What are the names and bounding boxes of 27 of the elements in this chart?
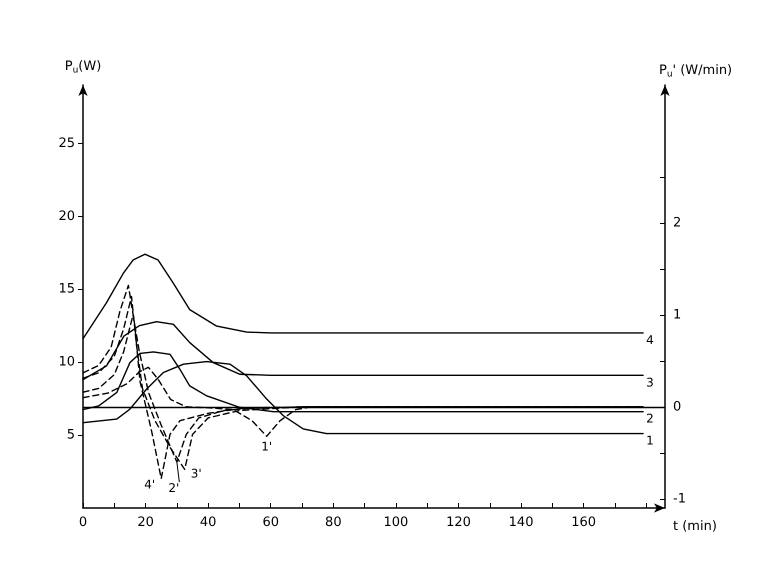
x-tick-label: 20 — [137, 515, 154, 530]
series-label: 4' — [144, 478, 156, 492]
y2-tick-label: 0 — [673, 399, 682, 414]
x-tick-label: 60 — [262, 515, 280, 530]
series-label: 3' — [190, 466, 202, 480]
series-label: 1 — [646, 434, 654, 448]
y-tick-label: 20 — [58, 208, 75, 224]
x-tick-label: 140 — [508, 515, 534, 530]
x-tick-label: 160 — [571, 515, 596, 530]
y2-tick-label: 2 — [673, 215, 682, 230]
series-label: 3 — [646, 375, 654, 390]
x-tick-label: 40 — [200, 515, 216, 530]
x-tick-label: 80 — [325, 515, 342, 530]
series-label: 2' — [168, 481, 180, 496]
y-tick-label: 15 — [58, 282, 75, 297]
series-label: 2 — [646, 412, 654, 426]
y-tick-label: 25 — [58, 136, 75, 151]
y2-tick-label: -1 — [673, 491, 686, 506]
series-label: 1' — [261, 439, 272, 454]
series-label: 4 — [646, 332, 654, 347]
x-tick-label: 100 — [383, 515, 408, 530]
x-tick-label: 120 — [446, 515, 471, 530]
x-tick-label: 0 — [78, 515, 88, 530]
y2-tick-label: 1 — [673, 307, 682, 322]
x-axis-title: t (min) — [673, 519, 717, 534]
y-tick-label: 5 — [66, 428, 75, 443]
y-tick-label: 10 — [58, 354, 75, 370]
